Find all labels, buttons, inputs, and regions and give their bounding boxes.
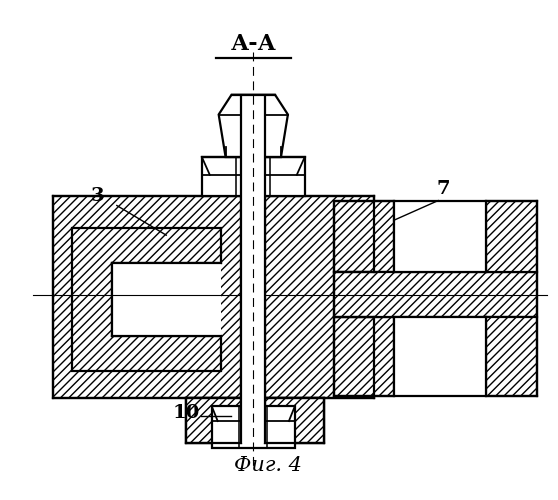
Bar [265,398,325,443]
Bar [211,406,295,448]
Polygon shape [73,228,220,370]
Text: А-А: А-А [230,34,276,56]
Bar [242,96,265,443]
Bar [334,317,394,396]
Bar [242,398,265,443]
Polygon shape [112,263,220,336]
Text: 7: 7 [436,180,450,198]
Bar [334,200,394,272]
Bar [186,398,325,443]
Bar [394,200,485,272]
Bar [394,317,485,396]
Bar [52,196,374,398]
Bar [242,96,265,443]
Polygon shape [219,94,288,157]
Text: 3: 3 [90,186,104,204]
Text: 10: 10 [172,404,200,422]
Bar [334,272,537,317]
Text: Фиг. 4: Фиг. 4 [234,456,302,475]
Polygon shape [73,228,220,370]
Bar [186,398,242,443]
Bar [202,157,305,196]
Bar [485,200,537,272]
Bar [485,317,537,396]
